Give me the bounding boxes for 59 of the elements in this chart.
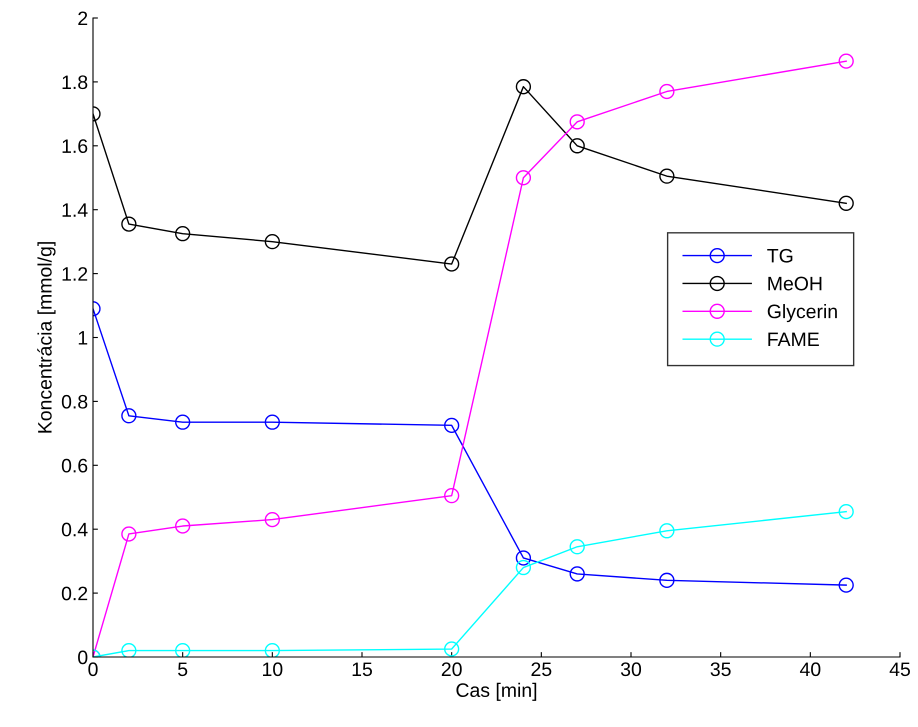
y-tick-label: 1	[78, 331, 88, 345]
point	[659, 84, 675, 100]
point	[444, 488, 460, 504]
point	[175, 518, 190, 534]
point	[838, 196, 854, 211]
point	[570, 539, 585, 554]
point	[264, 642, 280, 657]
x-tick-label: 10	[263, 662, 282, 676]
x-tick-label: 15	[352, 662, 372, 676]
y-tick-label: 1.2	[62, 267, 88, 281]
y-tick-label: 0	[78, 650, 88, 664]
point	[121, 216, 137, 232]
point	[121, 642, 137, 657]
point	[516, 79, 532, 94]
point	[175, 226, 190, 242]
point	[516, 560, 532, 576]
point	[264, 414, 280, 430]
point	[121, 526, 137, 542]
point	[175, 414, 190, 430]
point	[838, 577, 854, 593]
point	[838, 504, 854, 520]
point	[659, 168, 675, 184]
y-tick-label: 0.6	[62, 458, 88, 473]
point	[121, 408, 137, 424]
legend-label: TG	[767, 248, 792, 263]
point	[570, 138, 585, 154]
point	[659, 572, 675, 588]
point	[444, 418, 460, 433]
legend-label: FAME	[768, 332, 819, 346]
x-tick-label: 20	[442, 662, 462, 676]
x-tick-label: 45	[890, 662, 910, 676]
point	[444, 256, 460, 272]
point	[516, 170, 532, 186]
legend-label: Glycerin	[768, 304, 837, 322]
y-tick-label: 1.8	[62, 75, 88, 90]
point	[659, 523, 675, 538]
x-tick-label: 0	[88, 662, 98, 676]
y-tick-label: 0.2	[62, 586, 88, 600]
y-tick-label: 1.6	[62, 139, 88, 154]
legend-label: MeOH	[768, 276, 822, 290]
x-tick-label: 40	[800, 662, 820, 676]
x-tick-label: 5	[178, 662, 188, 676]
x-tick-label: 35	[710, 662, 731, 676]
y-tick-label: 0.4	[62, 522, 88, 536]
point	[570, 566, 585, 582]
point	[264, 512, 280, 528]
y-axis-title: Koncentrácia [mmol/g]	[37, 242, 56, 433]
point	[264, 234, 280, 250]
x-tick-label: 30	[620, 662, 642, 676]
point	[175, 642, 190, 657]
y-tick-label: 0.8	[62, 394, 88, 409]
y-tick-label: 2	[78, 11, 88, 26]
point	[570, 114, 585, 130]
point	[516, 550, 532, 566]
point	[838, 53, 854, 69]
y-tick-label: 1.4	[62, 203, 88, 217]
point	[444, 641, 460, 657]
x-tick-label: 25	[532, 662, 552, 676]
x-axis-title: Cas [min]	[456, 682, 536, 701]
